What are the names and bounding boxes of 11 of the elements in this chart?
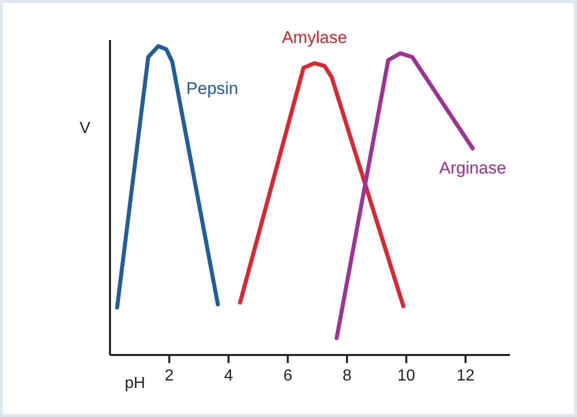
series-label: Arginase [439,158,506,178]
x-axis-title: pH [124,375,146,392]
y-axis-title: V [80,120,91,137]
x-tick-label: 4 [224,367,234,384]
x-tick-label: 6 [283,367,292,384]
x-tick-label: 10 [397,367,416,384]
x-tick-label: 2 [164,367,174,384]
x-tick-label: 12 [456,367,475,384]
series-label: Pepsin [186,79,238,98]
x-tick-label: 8 [342,367,352,384]
series-label: Amylase [282,28,348,48]
